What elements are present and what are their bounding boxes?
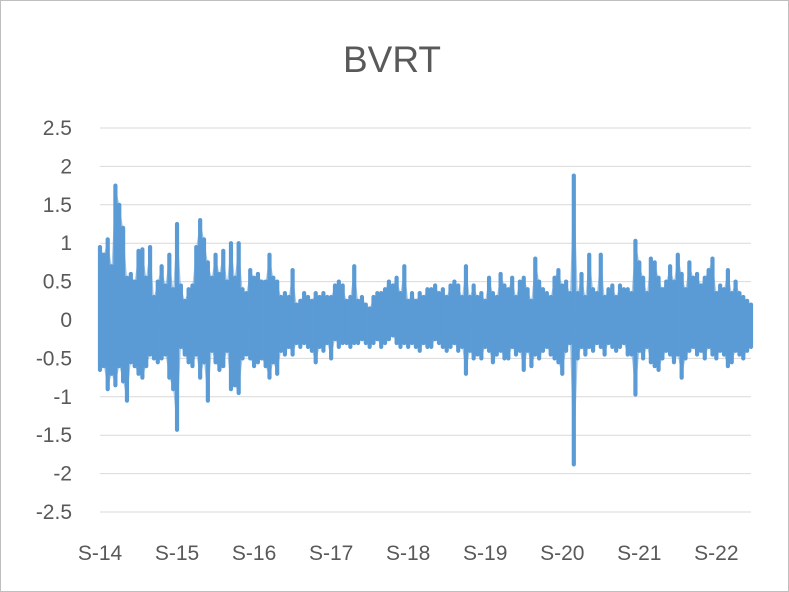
y-tick-label: 0 — [60, 309, 72, 332]
x-axis-tick-labels: S-14 S-15 S-16 S-17 S-18 S-19 S-20 S-21 S-22 — [78, 542, 739, 565]
x-tick-label: S-15 — [155, 542, 199, 565]
y-tick-label: 0.5 — [43, 271, 72, 294]
y-tick-label: 1.5 — [43, 194, 72, 217]
y-tick-label: -2.5 — [36, 501, 72, 524]
series-area — [97, 173, 754, 467]
x-tick-label: S-14 — [78, 542, 123, 565]
y-tick-label: -1.5 — [36, 424, 72, 447]
x-tick-label: S-16 — [232, 542, 276, 565]
x-tick-label: S-19 — [463, 542, 507, 565]
y-axis-tick-labels: 2.5 2 1.5 1 0.5 0 -0.5 -1 -1.5 -2 -2.5 — [36, 117, 72, 524]
y-tick-label: -1 — [53, 386, 72, 409]
x-tick-label: S-21 — [617, 542, 661, 565]
y-tick-label: 2 — [60, 155, 72, 178]
x-tick-label: S-20 — [540, 542, 584, 565]
y-tick-label: -2 — [53, 463, 72, 486]
y-tick-label: -0.5 — [36, 347, 72, 370]
y-tick-label: 1 — [60, 232, 72, 255]
x-tick-label: S-17 — [309, 542, 353, 565]
x-tick-label: S-18 — [386, 542, 430, 565]
x-tick-label: S-22 — [694, 542, 738, 565]
series-line — [97, 173, 754, 467]
y-tick-label: 2.5 — [43, 117, 72, 140]
chart-title: BVRT — [343, 39, 441, 80]
